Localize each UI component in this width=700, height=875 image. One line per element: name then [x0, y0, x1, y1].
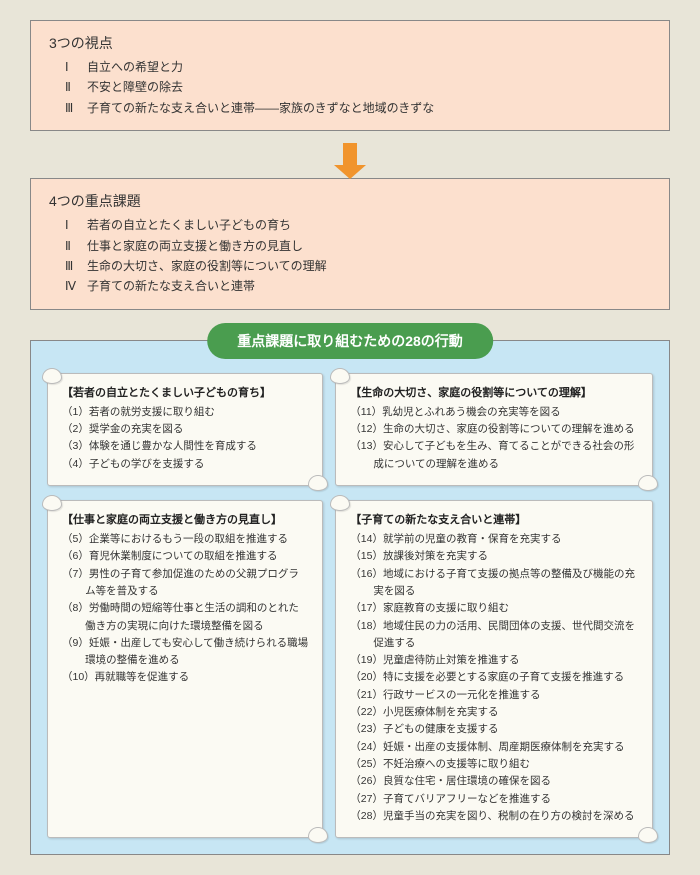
- action-item: （1）若者の就労支援に取り組む: [62, 404, 308, 421]
- section-title: 【生命の大切さ、家庭の役割等についての理解】: [350, 384, 638, 400]
- action-item: （23）子どもの健康を支援する: [350, 721, 638, 738]
- action-item: （3）体験を通じ豊かな人間性を育成する: [62, 438, 308, 455]
- priorities-title: 4つの重点課題: [49, 191, 651, 211]
- action-item: （22）小児医療体制を充実する: [350, 704, 638, 721]
- list-item: Ⅰ自立への希望と力: [65, 57, 651, 77]
- roman-num: Ⅲ: [65, 256, 87, 276]
- roman-num: Ⅳ: [65, 276, 87, 296]
- perspectives-list: Ⅰ自立への希望と力 Ⅱ不安と障壁の除去 Ⅲ子育ての新たな支え合いと連帯――家族の…: [49, 57, 651, 118]
- action-item: （7）男性の子育て参加促進のための父親プログラム等を普及する: [62, 566, 308, 601]
- roman-num: Ⅰ: [65, 57, 87, 77]
- action-item: （26）良質な住宅・居住環境の確保を図る: [350, 773, 638, 790]
- arrow-icon: [343, 143, 357, 165]
- item-text: 子育ての新たな支え合いと連帯: [87, 279, 255, 293]
- action-item: （5）企業等におけるもう一段の取組を推進する: [62, 531, 308, 548]
- perspectives-title: 3つの視点: [49, 33, 651, 53]
- action-item: （27）子育てバリアフリーなどを推進する: [350, 791, 638, 808]
- scroll-section-b: 【生命の大切さ、家庭の役割等についての理解】 （11）乳幼児とふれあう機会の充実…: [335, 373, 653, 486]
- scroll-section-a: 【若者の自立とたくましい子どもの育ち】 （1）若者の就労支援に取り組む （2）奨…: [47, 373, 323, 486]
- item-text: 自立への希望と力: [87, 60, 183, 74]
- action-item: （20）特に支援を必要とする家庭の子育て支援を推進する: [350, 669, 638, 686]
- action-item: （24）妊娠・出産の支援体制、周産期医療体制を充実する: [350, 739, 638, 756]
- roman-num: Ⅲ: [65, 98, 87, 118]
- section-title: 【若者の自立とたくましい子どもの育ち】: [62, 384, 308, 400]
- item-text: 仕事と家庭の両立支援と働き方の見直し: [87, 239, 303, 253]
- scroll-section-d: 【子育ての新たな支え合いと連帯】 （14）就学前の児童の教育・保育を充実する （…: [335, 500, 653, 838]
- action-item: （4）子どもの学びを支援する: [62, 456, 308, 473]
- arrow-down: [30, 139, 670, 178]
- action-item: （19）児童虐待防止対策を推進する: [350, 652, 638, 669]
- section-title: 【子育ての新たな支え合いと連帯】: [350, 511, 638, 527]
- section-title: 【仕事と家庭の両立支援と働き方の見直し】: [62, 511, 308, 527]
- action-item: （25）不妊治療への支援等に取り組む: [350, 756, 638, 773]
- roman-num: Ⅱ: [65, 77, 87, 97]
- action-item: （15）放課後対策を充実する: [350, 548, 638, 565]
- action-item: （2）奨学金の充実を図る: [62, 421, 308, 438]
- action-item: （14）就学前の児童の教育・保育を充実する: [350, 531, 638, 548]
- priorities-list: Ⅰ若者の自立とたくましい子どもの育ち Ⅱ仕事と家庭の両立支援と働き方の見直し Ⅲ…: [49, 215, 651, 297]
- list-item: Ⅱ不安と障壁の除去: [65, 77, 651, 97]
- action-item: （16）地域における子育て支援の拠点等の整備及び機能の充実を図る: [350, 566, 638, 601]
- item-text: 若者の自立とたくましい子どもの育ち: [87, 218, 291, 232]
- list-item: Ⅲ子育ての新たな支え合いと連帯――家族のきずなと地域のきずな: [65, 98, 651, 118]
- actions-container: 重点課題に取り組むための28の行動 【若者の自立とたくましい子どもの育ち】 （1…: [30, 340, 670, 856]
- action-item: （13）安心して子どもを生み、育てることができる社会の形成についての理解を進める: [350, 438, 638, 473]
- roman-num: Ⅱ: [65, 236, 87, 256]
- action-item: （9）妊娠・出産しても安心して働き続けられる職場環境の整備を進める: [62, 635, 308, 670]
- actions-heading-pill: 重点課題に取り組むための28の行動: [207, 323, 493, 359]
- action-item: （28）児童手当の充実を図り、税制の在り方の検討を深める: [350, 808, 638, 825]
- action-item: （17）家庭教育の支援に取り組む: [350, 600, 638, 617]
- action-item: （10）再就職等を促進する: [62, 669, 308, 686]
- action-item: （21）行政サービスの一元化を推進する: [350, 687, 638, 704]
- action-item: （12）生命の大切さ、家庭の役割等についての理解を進める: [350, 421, 638, 438]
- scroll-grid: 【若者の自立とたくましい子どもの育ち】 （1）若者の就労支援に取り組む （2）奨…: [47, 373, 653, 839]
- section-list: （11）乳幼児とふれあう機会の充実等を図る （12）生命の大切さ、家庭の役割等に…: [350, 404, 638, 473]
- item-text: 不安と障壁の除去: [87, 80, 183, 94]
- list-item: Ⅳ子育ての新たな支え合いと連帯: [65, 276, 651, 296]
- section-list: （1）若者の就労支援に取り組む （2）奨学金の充実を図る （3）体験を通じ豊かな…: [62, 404, 308, 473]
- scroll-section-c: 【仕事と家庭の両立支援と働き方の見直し】 （5）企業等におけるもう一段の取組を推…: [47, 500, 323, 838]
- section-list: （14）就学前の児童の教育・保育を充実する （15）放課後対策を充実する （16…: [350, 531, 638, 825]
- item-text: 子育ての新たな支え合いと連帯――家族のきずなと地域のきずな: [87, 101, 434, 115]
- section-list: （5）企業等におけるもう一段の取組を推進する （6）育児休業制度についての取組を…: [62, 531, 308, 687]
- action-item: （11）乳幼児とふれあう機会の充実等を図る: [350, 404, 638, 421]
- action-item: （18）地域住民の力の活用、民間団体の支援、世代間交流を促進する: [350, 618, 638, 653]
- action-item: （6）育児休業制度についての取組を推進する: [62, 548, 308, 565]
- list-item: Ⅲ生命の大切さ、家庭の役割等についての理解: [65, 256, 651, 276]
- roman-num: Ⅰ: [65, 215, 87, 235]
- list-item: Ⅰ若者の自立とたくましい子どもの育ち: [65, 215, 651, 235]
- list-item: Ⅱ仕事と家庭の両立支援と働き方の見直し: [65, 236, 651, 256]
- perspectives-box: 3つの視点 Ⅰ自立への希望と力 Ⅱ不安と障壁の除去 Ⅲ子育ての新たな支え合いと連…: [30, 20, 670, 131]
- priorities-box: 4つの重点課題 Ⅰ若者の自立とたくましい子どもの育ち Ⅱ仕事と家庭の両立支援と働…: [30, 178, 670, 310]
- action-item: （8）労働時間の短縮等仕事と生活の調和のとれた働き方の実現に向けた環境整備を図る: [62, 600, 308, 635]
- item-text: 生命の大切さ、家庭の役割等についての理解: [87, 259, 327, 273]
